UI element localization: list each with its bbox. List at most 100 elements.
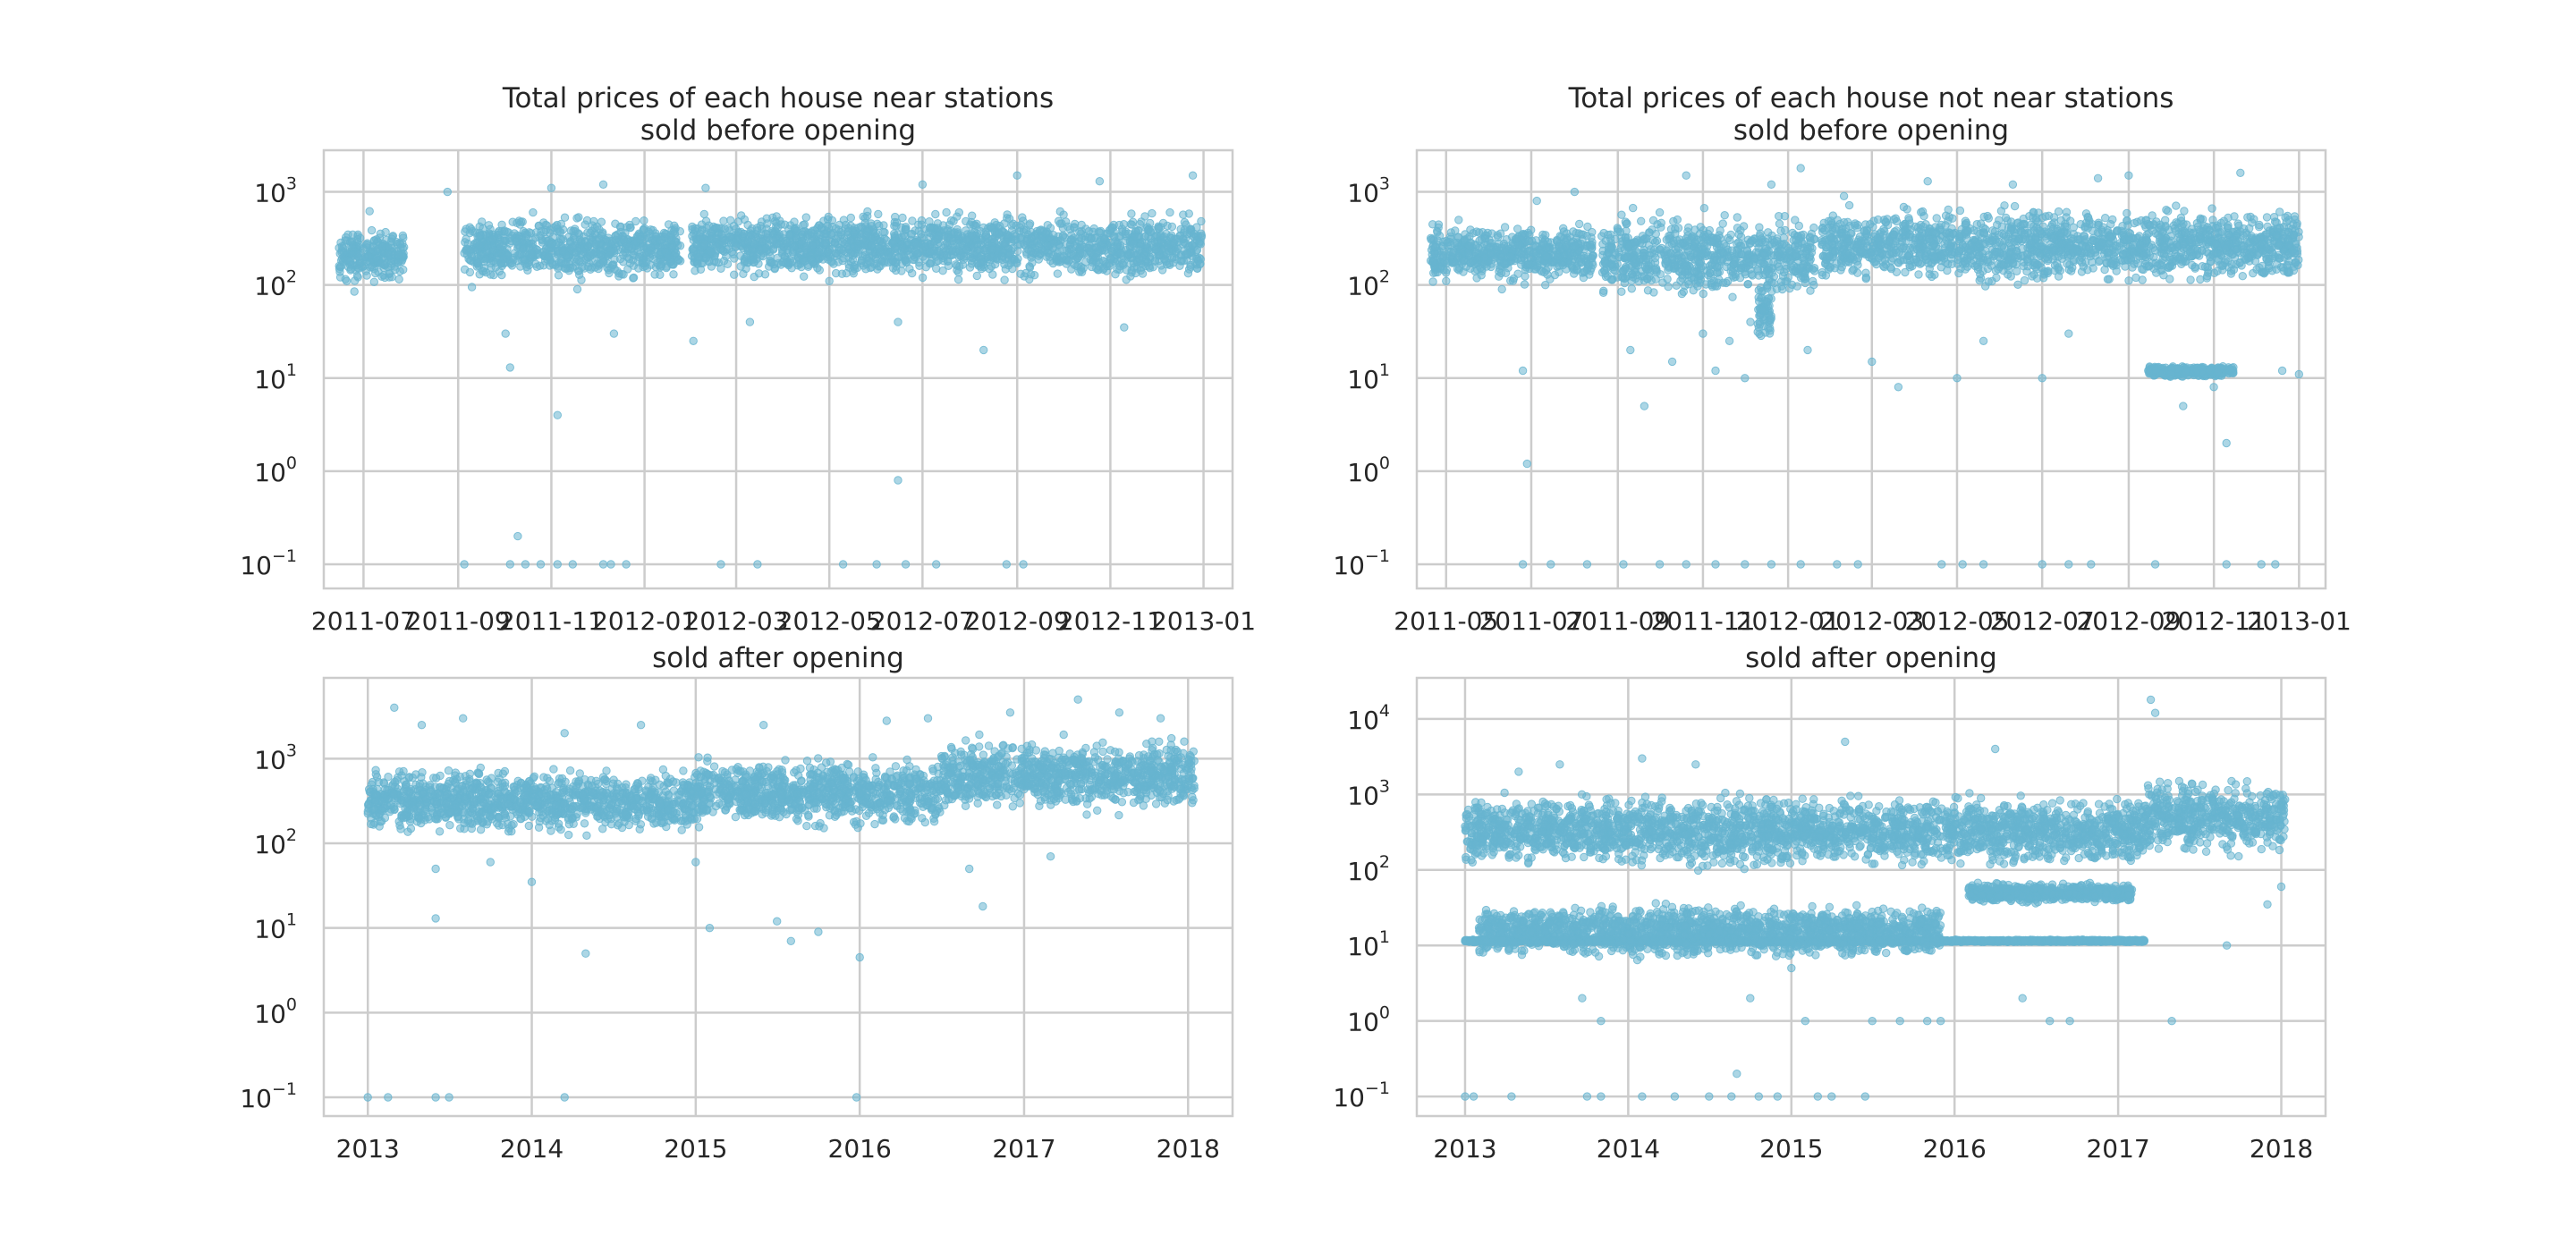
data-point	[693, 252, 703, 261]
data-point	[510, 249, 520, 258]
data-point	[642, 258, 651, 266]
data-point	[568, 560, 577, 569]
data-point	[347, 243, 357, 252]
data-point	[733, 227, 743, 237]
data-point	[695, 233, 704, 241]
data-point	[921, 263, 931, 272]
data-point	[507, 261, 517, 270]
data-point	[699, 209, 708, 219]
data-point	[697, 220, 707, 229]
data-point	[1114, 240, 1123, 250]
data-point	[488, 234, 497, 243]
data-point	[467, 283, 477, 292]
data-points	[1426, 164, 2304, 569]
data-point	[578, 262, 587, 272]
data-point	[521, 560, 530, 569]
data-point	[1742, 247, 1752, 256]
data-point	[1526, 253, 1536, 262]
data-point	[479, 224, 487, 233]
data-point	[504, 233, 514, 243]
data-point	[1538, 238, 1547, 247]
data-point	[1527, 225, 1536, 234]
x-tick-label: 2012-03	[684, 606, 789, 636]
data-point	[913, 249, 922, 258]
data-point	[626, 223, 635, 233]
data-point	[967, 256, 976, 265]
data-point	[846, 236, 855, 245]
data-point	[1792, 250, 1801, 259]
data-point	[1010, 236, 1020, 245]
data-point	[1019, 560, 1028, 569]
data-point	[367, 225, 377, 235]
data-point	[657, 236, 665, 245]
data-point	[891, 244, 900, 253]
data-point	[560, 213, 570, 222]
data-point	[1127, 209, 1136, 218]
data-point	[760, 270, 770, 279]
data-point	[388, 233, 397, 241]
data-point	[335, 243, 343, 252]
data-point	[926, 233, 935, 242]
data-point	[801, 213, 810, 222]
data-point	[838, 560, 848, 569]
data-point	[1053, 269, 1063, 278]
data-point	[505, 363, 514, 372]
data-point	[651, 229, 660, 238]
data-point	[1627, 284, 1637, 293]
data-point	[572, 284, 582, 294]
data-point	[1192, 223, 1201, 232]
data-point	[1018, 213, 1027, 222]
x-tick-label: 2012-05	[777, 606, 882, 636]
data-point	[568, 242, 577, 251]
data-point	[1002, 560, 1012, 569]
data-point	[675, 241, 685, 250]
data-point	[1140, 212, 1149, 221]
data-point	[732, 241, 741, 251]
data-point	[730, 270, 739, 279]
data-point	[801, 257, 809, 266]
data-point	[860, 218, 869, 228]
data-point	[901, 560, 911, 569]
data-point	[499, 254, 508, 263]
data-point	[1171, 247, 1181, 256]
data-point	[693, 259, 702, 268]
data-point	[1454, 266, 1463, 275]
data-point	[1767, 314, 1775, 323]
data-point	[1648, 216, 1658, 225]
data-point	[1775, 219, 1784, 228]
data-point	[629, 273, 639, 283]
data-point	[1015, 227, 1024, 236]
data-point	[1598, 288, 1608, 297]
data-point	[1025, 221, 1034, 230]
data-point	[1585, 240, 1595, 250]
data-point	[1505, 252, 1515, 261]
data-point	[1698, 262, 1707, 271]
data-point	[365, 207, 374, 216]
data-point	[1034, 255, 1044, 264]
data-point	[1504, 264, 1513, 273]
data-point	[716, 264, 725, 273]
data-point	[460, 249, 469, 258]
data-point	[1604, 230, 1613, 240]
data-point	[1004, 214, 1014, 224]
data-point	[598, 560, 608, 569]
x-tick-label: 2012-07	[870, 606, 975, 636]
data-point	[1733, 213, 1742, 222]
data-point	[1058, 232, 1068, 241]
data-point	[580, 220, 589, 229]
data-point	[836, 245, 846, 254]
data-point	[1731, 270, 1740, 279]
data-point	[908, 268, 917, 278]
data-point	[1541, 281, 1550, 290]
data-point	[800, 272, 809, 281]
data-point	[1045, 252, 1054, 261]
data-point	[1520, 280, 1530, 289]
data-point	[527, 250, 536, 259]
data-point	[932, 264, 941, 273]
data-point	[1693, 282, 1702, 291]
data-point	[521, 230, 530, 239]
x-tick-label: 2011-07	[311, 606, 416, 636]
data-point	[1755, 223, 1764, 232]
data-point	[1480, 253, 1490, 262]
data-point	[586, 265, 595, 274]
